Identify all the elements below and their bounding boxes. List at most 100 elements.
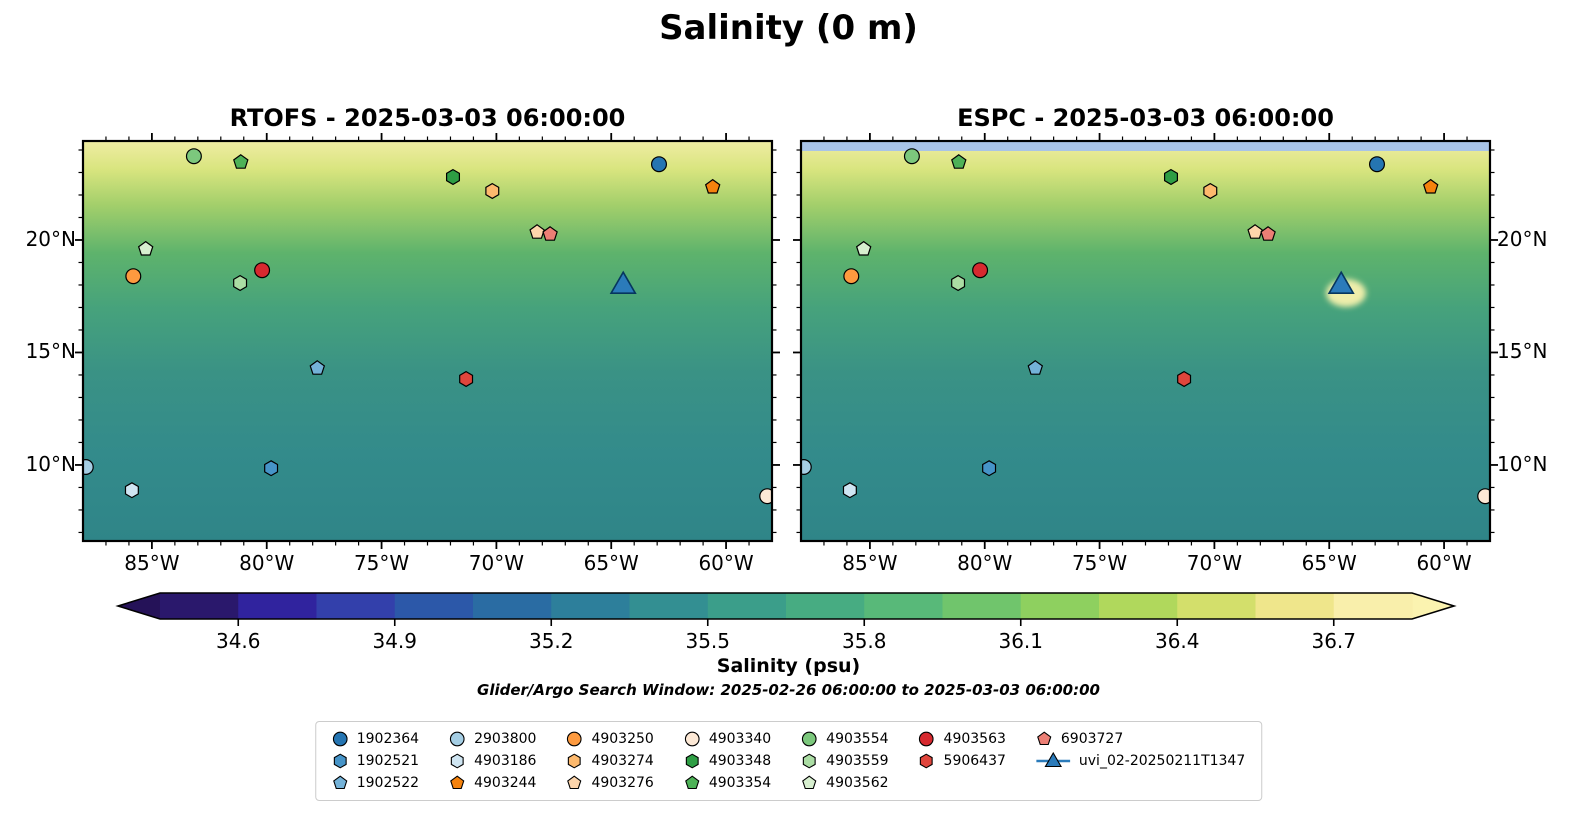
legend-item-4903244: 4903244 (449, 773, 536, 793)
colorbar-tick-label: 36.7 (1311, 629, 1357, 653)
ocean-field (83, 141, 772, 541)
platform-marker-4903276 (529, 224, 545, 239)
hexagon-marker-icon (802, 753, 816, 769)
hexagon-marker-icon (568, 753, 581, 769)
hexagon-marker-icon (920, 753, 933, 769)
colorbar-left-arrow (118, 593, 160, 619)
colorbar (115, 592, 1457, 626)
platform-marker-4903348 (1163, 168, 1179, 186)
legend-column: 4903250 4903274 4903276 (566, 729, 654, 793)
platform-markers (801, 148, 1490, 505)
legend-label: 4903348 (708, 753, 772, 769)
platform-marker-4903250 (843, 268, 860, 285)
x-tick-label: 60°W (698, 551, 754, 575)
colorbar-segment (1099, 593, 1178, 619)
platform-marker-4903186 (842, 482, 857, 499)
map-panel-rtofs: 85°W 80°W 75°W 70°W 65°W 60°W (75, 133, 780, 575)
platform-marker-5906437 (459, 370, 474, 388)
colorbar-segment (1333, 593, 1413, 619)
colorbar-segment (1177, 593, 1257, 619)
y-tick-label-left: 10°N (25, 451, 76, 476)
colorbar-title: Salinity (psu) (716, 655, 861, 677)
platform-marker-2903800 (801, 459, 812, 475)
colorbar-segment (473, 593, 552, 619)
y-tick-label-left: 20°N (25, 226, 76, 251)
colorbar-tick-label: 34.9 (372, 629, 418, 653)
pentagon-marker-icon (802, 775, 817, 790)
legend-label: 4903340 (708, 731, 772, 747)
x-tick-label: 70°W (468, 551, 524, 575)
colorbar-tick-label: 36.4 (1154, 629, 1200, 653)
platform-marker-4903276 (1247, 224, 1263, 239)
y-tick-label-left: 15°N (25, 339, 76, 364)
colorbar-tick-label: 36.1 (998, 629, 1044, 653)
colorbar-outline (115, 592, 1457, 620)
legend-label: 4903276 (591, 775, 654, 791)
legend-label: 2903800 (474, 731, 537, 747)
colorbar-segment (629, 593, 709, 619)
platform-marker-4903250 (125, 268, 142, 285)
legend-item-5906437: 5906437 (919, 751, 1006, 771)
map-rtofs (75, 133, 780, 549)
legend-item-4903340: 4903340 (684, 729, 771, 749)
platform-marker-4903559 (233, 274, 248, 292)
platform-marker-6903727 (1260, 226, 1276, 241)
legend-label: 1902364 (356, 731, 420, 747)
legend-item-4903250: 4903250 (566, 729, 654, 749)
colorbar-segment (551, 593, 631, 619)
legend-label: 4903563 (943, 731, 1006, 747)
legend-item-4903348: 4903348 (684, 751, 771, 771)
hexagon-marker-icon (333, 753, 347, 769)
legend-item-4903276: 4903276 (566, 773, 654, 793)
circle-marker-icon (332, 731, 348, 747)
x-tick-label: 80°W (957, 551, 1013, 575)
platform-legend: 1902364 1902521 1902522 2903800 4903186 49032… (314, 721, 1263, 801)
legend-column: 4903554 4903559 4903562 (801, 729, 889, 793)
legend-label: 1902521 (356, 753, 420, 769)
legend-item-4903274: 4903274 (566, 751, 654, 771)
x-tick-label: 80°W (239, 551, 295, 575)
platform-marker-4903354 (233, 154, 249, 169)
legend-label: 6903727 (1060, 731, 1124, 747)
legend-column: 4903340 4903348 4903354 (684, 729, 771, 793)
colorbar-segment (316, 593, 396, 619)
legend-item-6903727: 6903727 (1036, 729, 1245, 749)
legend-item-uvi_02-20250211T1347: uvi_02-20250211T1347 (1035, 751, 1245, 771)
pentagon-marker-icon (332, 775, 347, 790)
platform-marker-4903274 (1203, 182, 1218, 200)
pentagon-marker-icon (449, 775, 465, 790)
circle-marker-icon (684, 731, 700, 747)
legend-item-1902521: 1902521 (332, 751, 419, 771)
colorbar-segment (707, 593, 787, 619)
legend-item-4903186: 4903186 (449, 751, 536, 771)
x-tick-label: 85°W (842, 551, 898, 575)
pentagon-marker-icon (567, 775, 582, 790)
x-tick-label: 70°W (1186, 551, 1242, 575)
legend-item-4903354: 4903354 (684, 773, 771, 793)
platform-marker-4903340 (759, 488, 772, 505)
legend-label: 5906437 (943, 753, 1006, 769)
map-frame (81, 139, 774, 543)
legend-label: 4903554 (826, 731, 889, 747)
colorbar-segment (160, 593, 239, 619)
legend-column: 1902364 1902521 1902522 (332, 729, 419, 793)
colorbar-segment (394, 593, 474, 619)
platform-marker-5906437 (1177, 370, 1192, 388)
platform-marker-4903244 (1422, 178, 1439, 194)
platform-marker-4903340 (1477, 488, 1490, 505)
map-panel-espc: 85°W 80°W 75°W 70°W 65°W 60°W (793, 133, 1498, 575)
colorbar-segment (238, 593, 318, 619)
espc-missing-data-band (801, 141, 1490, 151)
platform-marker-1902521 (982, 460, 997, 477)
colorbar-segment (786, 593, 865, 619)
circle-marker-icon (567, 731, 582, 747)
y-tick-label-right: 10°N (1497, 451, 1548, 476)
platform-marker-1902364 (1368, 156, 1386, 173)
x-tick-label: 60°W (1416, 551, 1472, 575)
colorbar-segment (864, 593, 944, 619)
legend-item-4903563: 4903563 (919, 729, 1006, 749)
colorbar-tick-label: 35.8 (841, 629, 887, 653)
platform-marker-uvi_02-20250211T1347 (609, 270, 637, 294)
x-tick-label: 75°W (1071, 551, 1128, 575)
